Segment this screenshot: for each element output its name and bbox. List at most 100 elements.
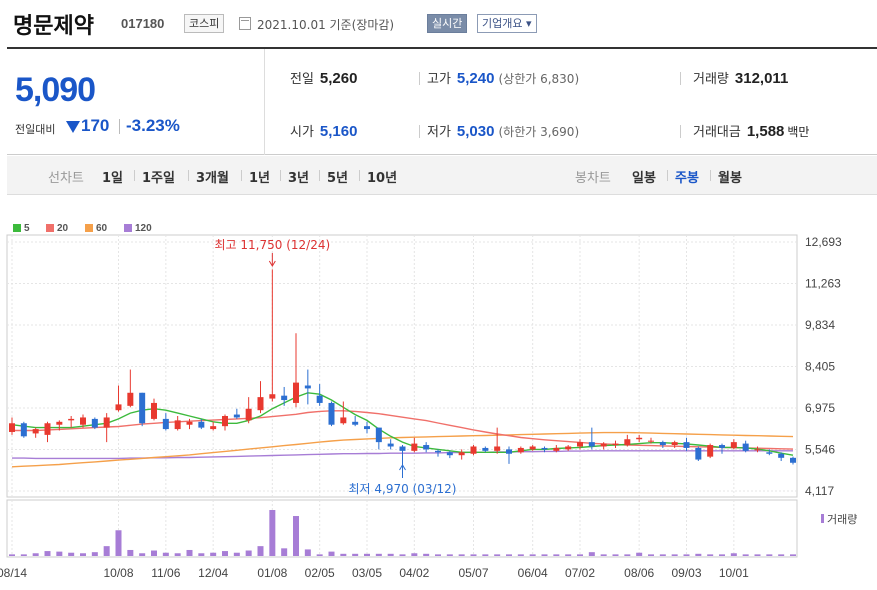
candle-body <box>387 443 394 447</box>
volume-bar <box>233 552 240 556</box>
y-tick-label: 5,546 <box>805 443 835 457</box>
y-tick-label: 11,263 <box>805 277 841 291</box>
x-tick-label: 08/14 <box>0 566 27 580</box>
candle-body <box>186 421 193 425</box>
divider <box>419 125 420 138</box>
x-tick-label: 12/04 <box>198 566 228 580</box>
volume-bar <box>517 554 524 556</box>
x-tick-label: 01/08 <box>257 566 287 580</box>
volume-bar <box>44 551 51 556</box>
candle-body <box>683 442 690 448</box>
candle-body <box>352 421 359 425</box>
x-tick-label: 10/01 <box>719 566 749 580</box>
volume-bar <box>659 554 666 556</box>
volume-bar <box>553 554 560 556</box>
prev-close-value: 5,260 <box>319 70 358 87</box>
candle-body <box>293 382 299 403</box>
volume-bar <box>671 554 678 556</box>
candle-body <box>588 442 595 447</box>
candle-body <box>44 423 51 435</box>
candle-body <box>577 442 583 447</box>
legend-ma60: 60 <box>85 223 107 234</box>
calendar-icon <box>239 17 251 30</box>
candle-body <box>411 443 418 451</box>
candle-body <box>517 447 524 453</box>
volume-bar <box>387 553 394 556</box>
amount-value: 1,588 <box>746 123 785 140</box>
volume-bar <box>186 549 193 556</box>
volume-bar <box>600 554 607 556</box>
candle-body <box>458 452 465 456</box>
high-annotation: 최고 11,750 (12/24) <box>215 238 331 252</box>
candle-body <box>328 402 335 425</box>
period-1y[interactable]: 1년 <box>249 171 271 186</box>
ma60-line <box>11 431 794 468</box>
quote-panel: 5,090 전일대비 170 -3.23% 전일 5,260 고가 5,240 (상한… <box>7 47 877 155</box>
legend-ma5: 5 <box>13 223 30 234</box>
ma120-swatch <box>124 224 132 232</box>
line-chart-label: 선차트 <box>48 171 84 186</box>
candle-body <box>245 408 252 421</box>
candle-body <box>139 392 146 424</box>
candle-body <box>671 442 678 446</box>
change-amount: 170 <box>81 116 110 135</box>
divider <box>667 170 668 181</box>
candle-body <box>32 429 39 434</box>
divider <box>359 170 360 181</box>
volume-bar <box>695 553 702 556</box>
candle-monthly[interactable]: 월봉 <box>718 171 742 186</box>
high-cell: 고가 5,240 (상한가 6,830) <box>427 70 580 87</box>
candle-body <box>482 447 489 451</box>
amount-cell: 거래대금 1,588 백만 <box>693 123 810 140</box>
divider <box>134 170 135 181</box>
candle-body <box>766 452 773 454</box>
divider <box>680 125 681 138</box>
divider <box>241 170 242 181</box>
candle-daily[interactable]: 일봉 <box>632 171 656 186</box>
legend-ma120: 120 <box>124 223 152 234</box>
candle-body <box>375 427 382 443</box>
company-overview-button[interactable]: 기업개요 ▾ <box>477 14 537 33</box>
chart-toolbar: 선차트 1일 1주일 3개월 1년 3년 5년 10년 봉차트 일봉 주봉 월봉 <box>7 156 877 195</box>
volume-bar <box>9 554 15 556</box>
legend-ma20: 20 <box>46 223 68 234</box>
volume-bar <box>245 550 252 556</box>
low-value: 5,030 <box>456 123 495 140</box>
period-1w[interactable]: 1주일 <box>142 171 175 186</box>
period-3y[interactable]: 3년 <box>288 171 310 186</box>
period-5y[interactable]: 5년 <box>327 171 349 186</box>
volume-bar <box>257 546 264 556</box>
low-annotation-arrowhead <box>399 464 406 471</box>
x-tick-label: 07/02 <box>565 566 595 580</box>
x-tick-label: 06/04 <box>518 566 548 580</box>
candle-body <box>565 446 572 450</box>
volume-bar <box>624 554 631 556</box>
period-10y[interactable]: 10년 <box>367 171 398 186</box>
candle-body <box>423 445 430 450</box>
realtime-button[interactable]: 실시간 <box>427 14 468 33</box>
volume-bar <box>198 553 205 556</box>
upper-limit: (상한가 6,830) <box>498 72 580 86</box>
volume-bar <box>151 550 157 556</box>
volume-bar <box>529 554 536 556</box>
company-name: 명문제약 <box>13 14 94 39</box>
stock-code: 017180 <box>121 16 165 31</box>
candle-weekly[interactable]: 주봉 <box>675 171 699 186</box>
volume-bar <box>588 552 595 556</box>
volume-bar <box>470 554 477 556</box>
high-annotation-arrowhead <box>268 260 276 267</box>
candle-body <box>80 417 86 425</box>
volume-bar <box>210 552 217 556</box>
period-3m[interactable]: 3개월 <box>196 171 229 186</box>
candle-body <box>399 446 406 451</box>
volume-bar <box>340 553 347 556</box>
divider <box>280 170 281 181</box>
volume-bar <box>446 554 453 556</box>
candle-body <box>115 404 122 411</box>
candle-body <box>340 417 347 424</box>
volume-bar <box>636 552 643 556</box>
lower-limit: (하한가 3,690) <box>498 125 580 139</box>
period-1d[interactable]: 1일 <box>102 171 124 186</box>
candle-body <box>222 416 228 427</box>
